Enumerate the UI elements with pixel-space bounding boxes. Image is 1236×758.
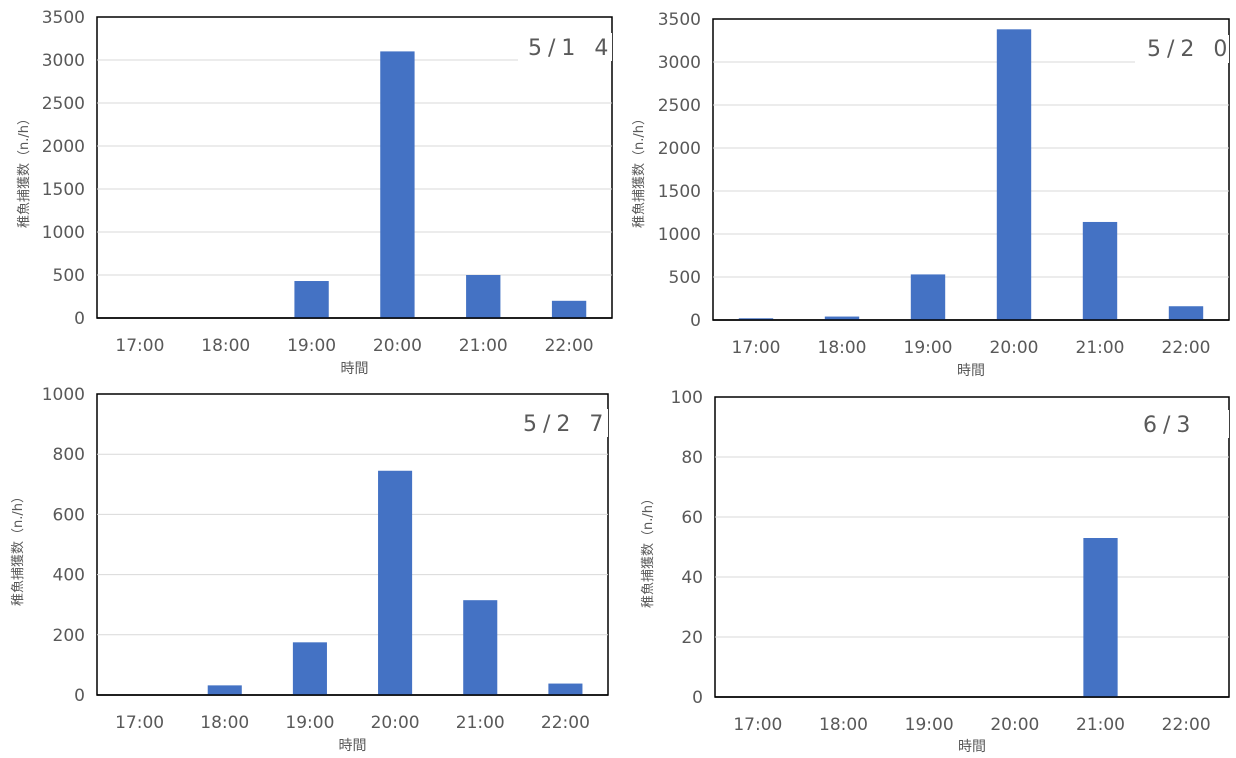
x-tick-label: 20:00 bbox=[373, 336, 422, 356]
y-axis-title: 稚魚捕獲数（n./h） bbox=[10, 490, 26, 606]
y-tick-label: 400 bbox=[53, 566, 85, 586]
y-tick-label: 200 bbox=[53, 626, 85, 646]
y-axis-title: 稚魚捕獲数（n./h） bbox=[631, 112, 647, 228]
y-tick-label: 500 bbox=[53, 266, 85, 286]
x-tick-label: 22:00 bbox=[1162, 715, 1211, 735]
x-tick-label: 18:00 bbox=[818, 338, 867, 358]
panel-label-background bbox=[1135, 35, 1229, 63]
y-tick-label: 1500 bbox=[658, 182, 701, 202]
x-tick-label: 17:00 bbox=[115, 713, 164, 733]
bar-2000 bbox=[378, 470, 413, 695]
x-axis-title: 時間 bbox=[957, 363, 985, 379]
plot-area-border bbox=[712, 18, 1230, 321]
y-tick-label: 1500 bbox=[42, 180, 85, 200]
y-tick-label: 80 bbox=[681, 448, 703, 468]
x-tick-label: 19:00 bbox=[905, 715, 954, 735]
bar-1800 bbox=[824, 316, 860, 320]
x-tick-label: 18:00 bbox=[201, 336, 250, 356]
bar-2100 bbox=[1083, 538, 1118, 697]
x-tick-label: 20:00 bbox=[371, 713, 420, 733]
x-tick-label: 21:00 bbox=[1076, 338, 1125, 358]
x-tick-label: 19:00 bbox=[287, 336, 336, 356]
chart-panel-3: 0 200 400 600 800 1000 17:00 18:00 19:00 20:00 21:… bbox=[10, 385, 609, 754]
plot-area-border bbox=[714, 396, 1230, 698]
bar-2100 bbox=[463, 600, 498, 695]
x-tick-label: 17:00 bbox=[733, 715, 782, 735]
y-tick-label: 500 bbox=[669, 268, 701, 288]
y-tick-label: 3000 bbox=[658, 53, 701, 73]
chart-panel-1: 0 500 1000 1500 2000 2500 3000 3500 17:00 18:00 19… bbox=[16, 8, 614, 377]
x-tick-label: 21:00 bbox=[456, 713, 505, 733]
y-tick-label: 0 bbox=[74, 309, 85, 329]
x-axis-title: 時間 bbox=[958, 739, 986, 755]
y-tick-label: 0 bbox=[690, 311, 701, 331]
bar-2000 bbox=[380, 51, 415, 319]
x-tick-label: 18:00 bbox=[200, 713, 249, 733]
x-tick-label: 20:00 bbox=[990, 715, 1039, 735]
x-axis-title: 時間 bbox=[339, 738, 367, 754]
y-tick-label: 100 bbox=[671, 388, 703, 408]
bar-1700 bbox=[738, 318, 774, 320]
x-tick-label: 17:00 bbox=[732, 338, 781, 358]
x-axis-title: 時間 bbox=[341, 361, 369, 377]
bar-1900 bbox=[294, 281, 329, 318]
x-tick-label: 19:00 bbox=[285, 713, 334, 733]
y-tick-label: 1000 bbox=[42, 223, 85, 243]
y-tick-label: 1000 bbox=[42, 385, 85, 405]
bar-2000 bbox=[996, 29, 1032, 320]
y-tick-label: 40 bbox=[681, 568, 703, 588]
panel-date-label: 5/2 7 bbox=[523, 412, 609, 437]
panel-label-background bbox=[1133, 410, 1229, 438]
y-tick-label: 2000 bbox=[42, 137, 85, 157]
y-tick-label: 60 bbox=[681, 508, 703, 528]
y-axis-title: 稚魚捕獲数（n./h） bbox=[640, 492, 656, 608]
bar-2100 bbox=[466, 275, 501, 318]
x-tick-label: 21:00 bbox=[1076, 715, 1125, 735]
panel-date-label: 5/1 4 bbox=[528, 36, 614, 61]
y-tick-label: 3500 bbox=[42, 8, 85, 28]
y-tick-label: 2500 bbox=[658, 96, 701, 116]
bar-1800 bbox=[207, 685, 242, 695]
bar-1900 bbox=[910, 274, 946, 320]
bar-2200 bbox=[548, 683, 583, 695]
bar-2200 bbox=[551, 300, 587, 318]
x-tick-label: 17:00 bbox=[115, 336, 164, 356]
panel-date-label: 6/3 bbox=[1143, 413, 1196, 438]
x-tick-label: 21:00 bbox=[459, 336, 508, 356]
y-tick-label: 3000 bbox=[42, 51, 85, 71]
panel-date-label: 5/2 0 bbox=[1147, 37, 1233, 62]
bar-2200 bbox=[1168, 306, 1204, 320]
panel-label-background bbox=[518, 33, 612, 61]
chart-panel-4: 0 20 40 60 80 100 17:00 18:00 19:00 20:00 21:00 22:… bbox=[640, 388, 1230, 755]
x-tick-label: 18:00 bbox=[819, 715, 868, 735]
panel-label-background bbox=[513, 409, 608, 437]
bar-1900 bbox=[292, 642, 327, 695]
y-tick-label: 3500 bbox=[658, 10, 701, 30]
y-tick-label: 2500 bbox=[42, 94, 85, 114]
x-tick-label: 19:00 bbox=[904, 338, 953, 358]
x-tick-label: 22:00 bbox=[545, 336, 594, 356]
x-tick-label: 22:00 bbox=[541, 713, 590, 733]
plot-area-border bbox=[96, 16, 613, 319]
bar-2100 bbox=[1082, 221, 1118, 320]
y-tick-label: 800 bbox=[53, 445, 85, 465]
y-axis-title: 稚魚捕獲数（n./h） bbox=[16, 112, 32, 228]
y-tick-label: 0 bbox=[74, 686, 85, 706]
x-tick-label: 22:00 bbox=[1162, 338, 1211, 358]
chart-panel-2: 0 500 1000 1500 2000 2500 3000 3500 17:00 18:00 19… bbox=[631, 10, 1233, 379]
y-tick-label: 600 bbox=[53, 505, 85, 525]
x-tick-label: 20:00 bbox=[990, 338, 1039, 358]
y-tick-label: 0 bbox=[692, 688, 703, 708]
plot-area-border bbox=[96, 393, 609, 696]
y-tick-label: 1000 bbox=[658, 225, 701, 245]
y-tick-label: 2000 bbox=[658, 139, 701, 159]
y-tick-label: 20 bbox=[681, 628, 703, 648]
